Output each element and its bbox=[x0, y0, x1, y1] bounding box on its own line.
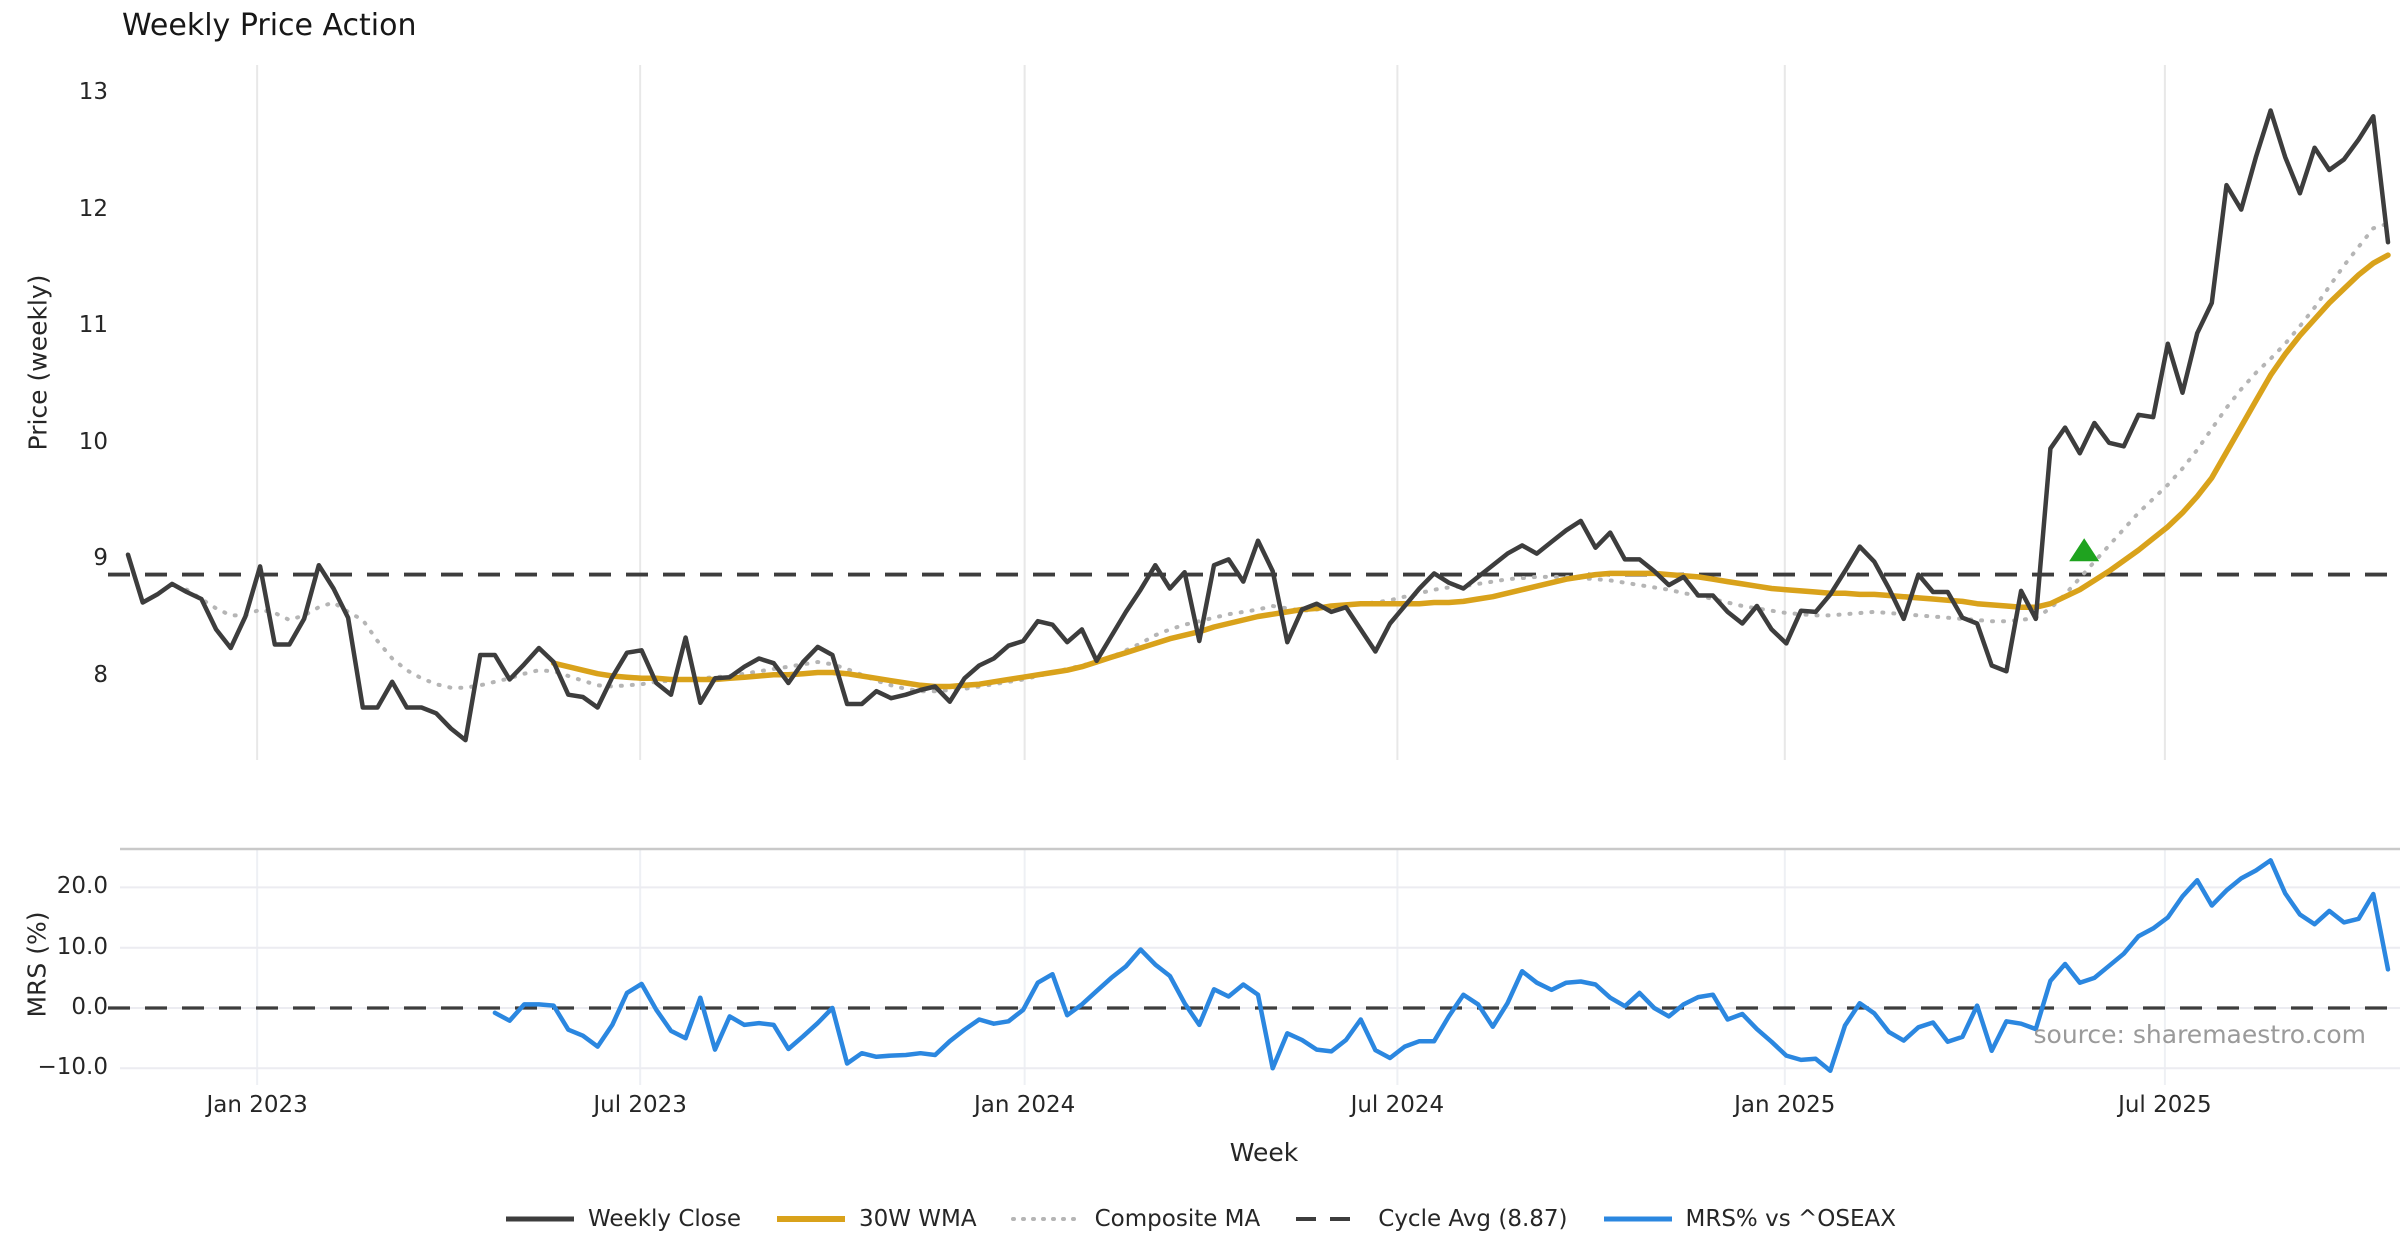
price-tick-label: 12 bbox=[78, 195, 108, 222]
legend-item: MRS% vs ^OSEAX bbox=[1602, 1206, 1897, 1232]
price-axis-label: Price (weekly) bbox=[23, 274, 53, 451]
mrs-tick-label: 10.0 bbox=[56, 933, 108, 960]
legend-item-label: Composite MA bbox=[1094, 1206, 1261, 1232]
x-tick-label: Jul 2024 bbox=[1350, 1092, 1445, 1118]
price-tick-label: 8 bbox=[93, 662, 108, 688]
x-tick-label: Jan 2024 bbox=[973, 1092, 1076, 1118]
legend-line-sample-icon bbox=[506, 1216, 574, 1222]
series-composite-ma bbox=[184, 221, 2390, 694]
legend-line-sample-icon bbox=[776, 1216, 845, 1222]
legend-item: Cycle Avg (8.87) bbox=[1294, 1206, 1568, 1232]
buy-signal-triangle-icon bbox=[2069, 538, 2100, 562]
chart-title: Weekly Price Action bbox=[122, 8, 417, 43]
legend-line-sample-icon bbox=[1296, 1217, 1365, 1221]
week-axis-label: Week bbox=[1229, 1138, 1299, 1167]
series-weekly-close bbox=[125, 108, 2391, 743]
price-tick-label: 9 bbox=[93, 545, 108, 572]
legend-item-label: Weekly Close bbox=[588, 1206, 741, 1232]
legend-item: Composite MA bbox=[1010, 1206, 1261, 1232]
source-note: source: sharemaestro.com bbox=[2033, 1020, 2367, 1049]
legend-line-sample-icon bbox=[1010, 1217, 1083, 1221]
x-tick-label: Jan 2023 bbox=[206, 1092, 308, 1118]
mrs-tick-label: −10.0 bbox=[37, 1054, 108, 1081]
price-tick-label: 10 bbox=[78, 428, 108, 455]
legend-item-label: MRS% vs ^OSEAX bbox=[1685, 1206, 1897, 1232]
x-tick-label: Jan 2025 bbox=[1734, 1092, 1836, 1118]
x-tick-label: Jul 2023 bbox=[593, 1092, 687, 1118]
legend: Weekly Close 30W WMA Composite MA Cycle Avg… bbox=[0, 1206, 2400, 1232]
legend-item: Weekly Close bbox=[504, 1206, 741, 1232]
mrs-tick-label: 0.0 bbox=[71, 994, 108, 1020]
legend-item: 30W WMA bbox=[775, 1206, 977, 1232]
series-30w-wma bbox=[550, 252, 2391, 690]
legend-item-label: Cycle Avg (8.87) bbox=[1378, 1206, 1568, 1232]
mrs-tick-label: 20.0 bbox=[56, 873, 108, 900]
price-tick-label: 11 bbox=[78, 312, 108, 339]
price-tick-label: 13 bbox=[78, 79, 108, 105]
series-mrs bbox=[492, 858, 2391, 1073]
x-tick-label: Jul 2025 bbox=[2118, 1092, 2212, 1118]
legend-line-sample-icon bbox=[1603, 1216, 1672, 1222]
legend-item-label: 30W WMA bbox=[858, 1206, 977, 1232]
